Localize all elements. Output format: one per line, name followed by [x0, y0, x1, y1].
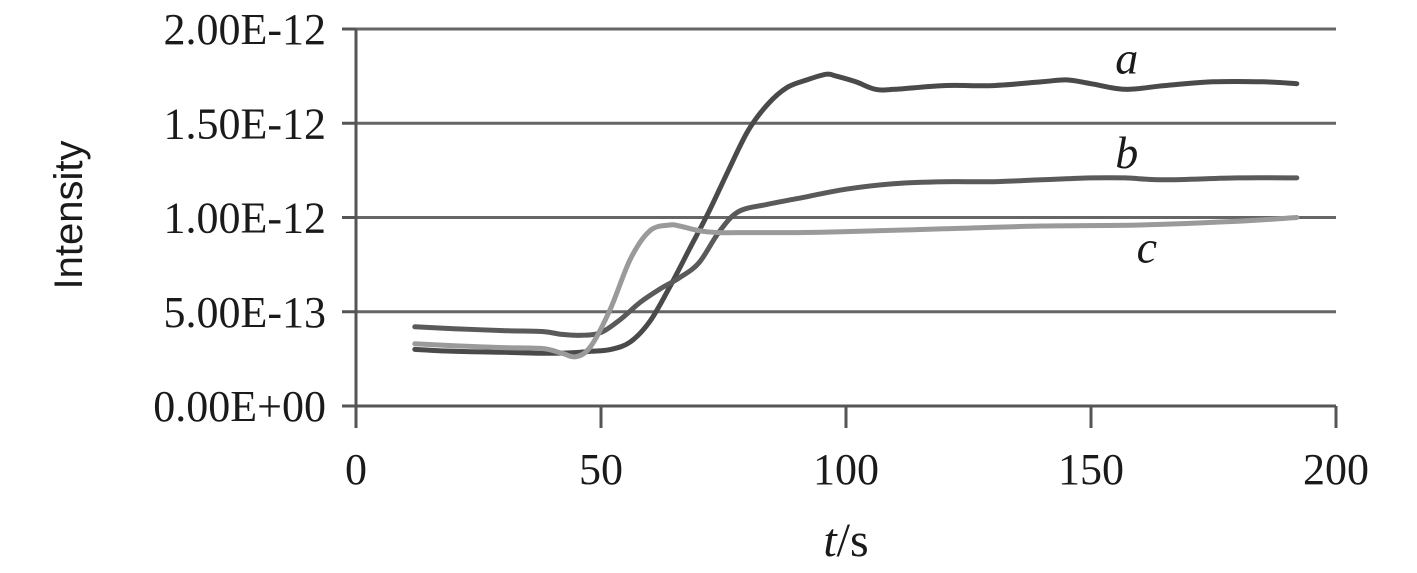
series-line-c: [412, 215, 1300, 360]
y-tick-labels: 0.00E+00 5.00E-13 1.00E-12 1.50E-12 2.00E-12: [153, 5, 326, 431]
grid-lines: [356, 27, 1336, 314]
x-tick-label: 200: [1303, 445, 1369, 494]
y-tick-label: 2.00E-12: [163, 5, 326, 54]
x-tick-label: 150: [1058, 445, 1124, 494]
series-lines: [412, 71, 1300, 360]
x-axis-title: t/s: [823, 514, 868, 567]
y-tick-label: 1.00E-12: [163, 194, 326, 243]
x-tick-labels: 0 50 100 150 200: [345, 445, 1369, 494]
series-label-a: a: [1115, 33, 1138, 84]
series-label-b: b: [1115, 127, 1138, 178]
y-axis-title: Intensity: [47, 141, 91, 290]
x-axis-title-unit: /s: [837, 514, 869, 567]
axes: [342, 27, 1338, 428]
series-line-b: [412, 175, 1300, 338]
x-tick-label: 100: [813, 445, 879, 494]
series-label-c: c: [1137, 222, 1157, 273]
x-tick-label: 0: [345, 445, 367, 494]
series-line-a: [412, 71, 1300, 356]
series-labels: abc: [1115, 33, 1157, 273]
y-tick-label: 5.00E-13: [163, 288, 326, 337]
y-tick-label: 1.50E-12: [163, 99, 326, 148]
y-tick-label: 0.00E+00: [153, 382, 326, 431]
x-tick-label: 50: [579, 445, 623, 494]
x-axis-title-variable: t: [823, 514, 838, 567]
